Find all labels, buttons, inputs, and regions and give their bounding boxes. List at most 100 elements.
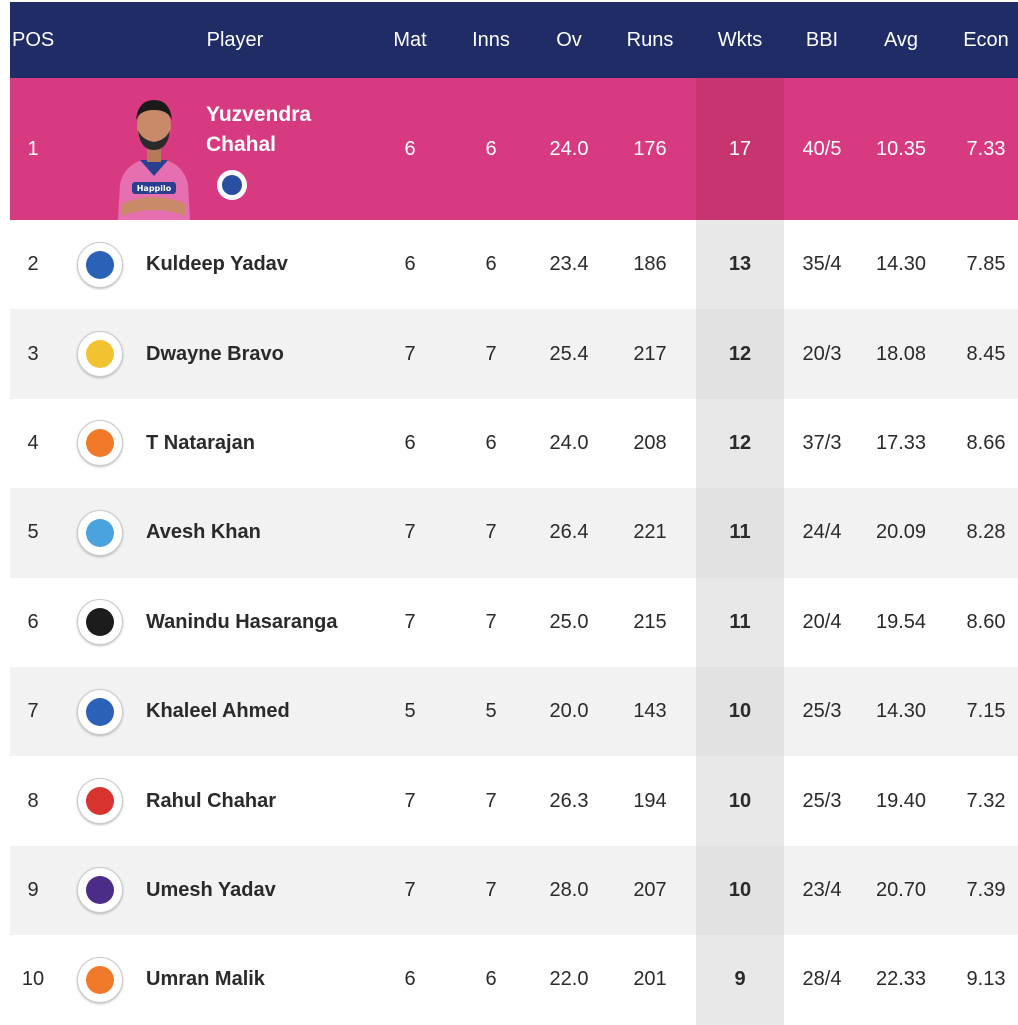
- team-badge: [86, 340, 114, 369]
- row-pos: 5: [27, 521, 39, 544]
- row-player-name[interactable]: Khaleel Ahmed: [146, 700, 290, 723]
- row-econ: 8.66: [966, 431, 1006, 454]
- team-logo: [76, 756, 124, 845]
- team-badge: [86, 250, 114, 279]
- table-row[interactable]: 10 Umran Malik 6 6 22.0 201 9 28/4 22.33…: [10, 935, 1018, 1025]
- row-ov: 28.0: [549, 878, 589, 901]
- table-row-leader[interactable]: 1 Happilo Yuzvendra Chahal 6 6 24.0: [10, 78, 1018, 220]
- row-pos: 3: [27, 342, 39, 365]
- row-mat: 7: [404, 610, 416, 633]
- wkts-column-highlight: [696, 666, 784, 757]
- row-runs: 208: [633, 431, 667, 454]
- row-runs: 221: [633, 521, 667, 544]
- team-badge: [86, 876, 114, 905]
- row-inns: 6: [485, 968, 497, 991]
- row-econ: 7.33: [966, 137, 1006, 160]
- header-wkts[interactable]: Wkts: [717, 28, 763, 51]
- row-mat: 6: [404, 431, 416, 454]
- row-bbi: 40/5: [802, 137, 842, 160]
- team-logo: [76, 309, 124, 398]
- royal-challengers-bangalore-logo-icon: [77, 599, 123, 646]
- row-wkts: 11: [729, 521, 751, 544]
- header-player[interactable]: Player: [206, 28, 264, 51]
- row-mat: 7: [404, 342, 416, 365]
- row-player-name[interactable]: Kuldeep Yadav: [146, 253, 288, 276]
- row-ov: 22.0: [549, 968, 589, 991]
- team-badge: [86, 608, 114, 637]
- row-runs: 176: [633, 137, 667, 160]
- row-wkts: 17: [728, 137, 752, 160]
- row-avg: 14.30: [875, 253, 927, 276]
- row-econ: 7.15: [966, 700, 1006, 723]
- row-pos: 1: [27, 137, 39, 160]
- team-logo: [76, 846, 124, 935]
- row-ov: 20.0: [549, 700, 589, 723]
- row-avg: 14.30: [875, 700, 927, 723]
- wkts-column-highlight: [696, 398, 784, 489]
- row-ov: 23.4: [549, 253, 589, 276]
- table-row[interactable]: 9 Umesh Yadav 7 7 28.0 207 10 23/4 20.70…: [10, 845, 1018, 936]
- header-avg[interactable]: Avg: [883, 28, 919, 51]
- row-player-name[interactable]: Rahul Chahar: [146, 789, 277, 812]
- row-runs: 143: [633, 700, 667, 723]
- row-mat: 6: [404, 137, 416, 160]
- row-player-name[interactable]: Umesh Yadav: [146, 878, 276, 901]
- header-bbi[interactable]: BBI: [805, 28, 839, 51]
- team-logo: [76, 488, 124, 577]
- row-pos: 9: [27, 878, 39, 901]
- table-row[interactable]: 7 Khaleel Ahmed 5 5 20.0 143 10 25/3 14.…: [10, 666, 1018, 757]
- row-mat: 6: [404, 968, 416, 991]
- row-pos: 6: [27, 610, 39, 633]
- row-runs: 207: [633, 878, 667, 901]
- row-econ: 8.60: [966, 610, 1006, 633]
- row-econ: 8.28: [966, 521, 1006, 544]
- table-row[interactable]: 6 Wanindu Hasaranga 7 7 25.0 215 11 20/4…: [10, 577, 1018, 667]
- table-row[interactable]: 4 T Natarajan 6 6 24.0 208 12 37/3 17.33…: [10, 398, 1018, 489]
- row-inns: 7: [485, 878, 497, 901]
- lucknow-super-giants-logo-icon: [77, 509, 123, 556]
- header-econ[interactable]: Econ: [963, 28, 1009, 51]
- team-logo: [76, 220, 124, 309]
- row-econ: 8.45: [966, 342, 1006, 365]
- row-pos: 4: [27, 431, 39, 454]
- row-bbi: 35/4: [802, 253, 842, 276]
- row-avg: 19.40: [875, 789, 927, 812]
- row-inns: 6: [485, 431, 497, 454]
- header-runs[interactable]: Runs: [626, 28, 674, 51]
- row-ov: 25.4: [549, 342, 589, 365]
- leader-player-name[interactable]: Yuzvendra Chahal: [206, 100, 311, 160]
- team-badge: [86, 429, 114, 458]
- row-player-name[interactable]: Dwayne Bravo: [146, 342, 284, 365]
- row-player-name[interactable]: T Natarajan: [146, 431, 255, 454]
- team-badge: [86, 518, 114, 547]
- header-ov[interactable]: Ov: [556, 28, 582, 51]
- row-ov: 24.0: [549, 431, 589, 454]
- table-row[interactable]: 2 Kuldeep Yadav 6 6 23.4 186 13 35/4 14.…: [10, 220, 1018, 310]
- svg-text:Happilo: Happilo: [137, 184, 172, 193]
- punjab-kings-logo-icon: [77, 778, 123, 825]
- table-body: 2 Kuldeep Yadav 6 6 23.4 186 13 35/4 14.…: [10, 220, 1018, 1025]
- row-ov: 26.3: [549, 789, 589, 812]
- table-header: POS Player Mat Inns Ov Runs Wkts BBI Avg…: [10, 2, 1018, 78]
- row-avg: 10.35: [875, 137, 927, 160]
- header-inns[interactable]: Inns: [472, 28, 510, 51]
- table-row[interactable]: 5 Avesh Khan 7 7 26.4 221 11 24/4 20.09 …: [10, 488, 1018, 578]
- wkts-column-highlight: [696, 935, 784, 1025]
- table-row[interactable]: 8 Rahul Chahar 7 7 26.3 194 10 25/3 19.4…: [10, 756, 1018, 846]
- row-runs: 215: [633, 610, 667, 633]
- row-player-name[interactable]: Wanindu Hasaranga: [146, 610, 338, 633]
- header-pos[interactable]: POS: [12, 28, 55, 51]
- header-mat[interactable]: Mat: [393, 28, 427, 51]
- row-avg: 18.08: [875, 342, 927, 365]
- table-row[interactable]: 3 Dwayne Bravo 7 7 25.4 217 12 20/3 18.0…: [10, 309, 1018, 399]
- row-bbi: 23/4: [802, 878, 842, 901]
- row-inns: 7: [485, 521, 497, 544]
- row-runs: 217: [633, 342, 667, 365]
- wkts-column-highlight: [696, 756, 784, 846]
- row-inns: 7: [485, 610, 497, 633]
- row-player-name[interactable]: Avesh Khan: [146, 521, 261, 544]
- row-runs: 194: [633, 789, 667, 812]
- rajasthan-royals-logo-icon: [217, 170, 247, 200]
- row-player-name[interactable]: Umran Malik: [146, 968, 265, 991]
- row-bbi: 25/3: [802, 700, 842, 723]
